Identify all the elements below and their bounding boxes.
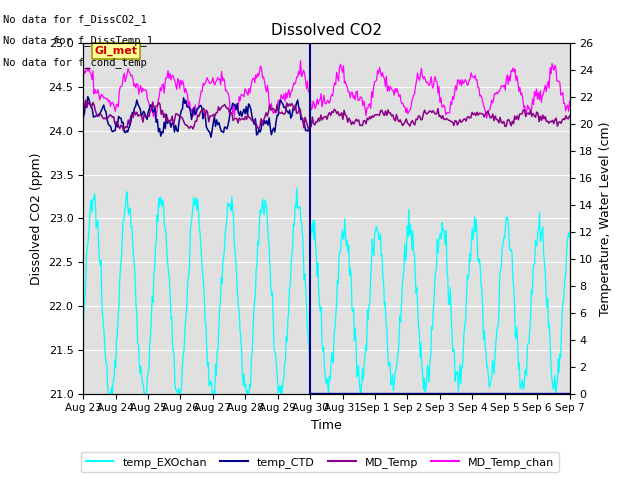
Y-axis label: Dissolved CO2 (ppm): Dissolved CO2 (ppm) [30,152,43,285]
Text: No data for f_DissCO2_1: No data for f_DissCO2_1 [3,13,147,24]
Text: GI_met: GI_met [95,46,138,56]
X-axis label: Time: Time [311,419,342,432]
Title: Dissolved CO2: Dissolved CO2 [271,23,382,38]
Text: No data for f_cond_temp: No data for f_cond_temp [3,57,147,68]
Text: No data for f_DissTemp_1: No data for f_DissTemp_1 [3,35,153,46]
Y-axis label: Temperature, Water Level (cm): Temperature, Water Level (cm) [599,121,612,316]
Legend: temp_EXOchan, temp_CTD, MD_Temp, MD_Temp_chan: temp_EXOchan, temp_CTD, MD_Temp, MD_Temp… [81,452,559,472]
